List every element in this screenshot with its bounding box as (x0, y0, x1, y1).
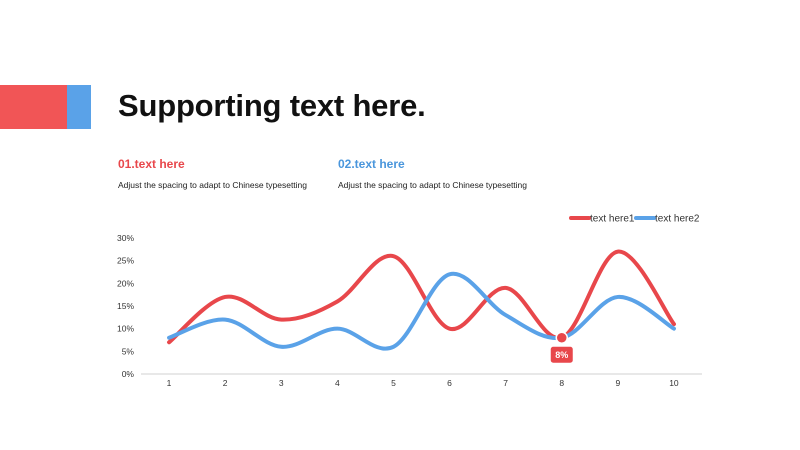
y-tick-label: 30% (117, 233, 134, 243)
series-line-1 (167, 249, 676, 345)
y-tick-label: 0% (122, 369, 135, 379)
x-tick-label: 1 (167, 378, 172, 388)
annotation-badge (550, 346, 573, 363)
chart-annotation: 8% (550, 331, 573, 363)
accent-bar-blue (67, 85, 91, 129)
x-tick-label: 6 (447, 378, 452, 388)
x-tick-label: 9 (615, 378, 620, 388)
series-line-2 (167, 271, 676, 351)
x-tick-label: 2 (223, 378, 228, 388)
y-tick-label: 10% (117, 324, 134, 334)
chart-legend: text here1 text here2 (569, 214, 700, 225)
legend-label-1: text here1 (590, 214, 635, 225)
y-tick-label: 20% (117, 278, 134, 288)
chart-series (167, 249, 676, 351)
x-tick-label: 4 (335, 378, 340, 388)
annotation-marker (555, 331, 568, 344)
y-tick-label: 5% (122, 346, 135, 356)
section-1-body: Adjust the spacing to adapt to Chinese t… (118, 180, 308, 190)
section-2-heading: 02.text here (338, 157, 405, 171)
x-tick-label: 8 (559, 378, 564, 388)
y-tick-label: 15% (117, 301, 134, 311)
y-axis: 0% 5% 10% 15% 20% 25% 30% (117, 233, 134, 379)
section-2-body: Adjust the spacing to adapt to Chinese t… (338, 180, 528, 190)
accent-bar-red (0, 85, 67, 129)
x-tick-label: 10 (669, 378, 679, 388)
legend-label-2: text here2 (655, 214, 700, 225)
x-tick-label: 3 (279, 378, 284, 388)
page-title: Supporting text here. (118, 88, 426, 123)
x-tick-label: 7 (503, 378, 508, 388)
x-axis: 1 2 3 4 5 6 7 8 9 10 (167, 378, 679, 388)
annotation-label: 8% (555, 350, 568, 360)
section-1-heading: 01.text here (118, 157, 185, 171)
x-tick-label: 5 (391, 378, 396, 388)
y-tick-label: 25% (117, 256, 134, 266)
